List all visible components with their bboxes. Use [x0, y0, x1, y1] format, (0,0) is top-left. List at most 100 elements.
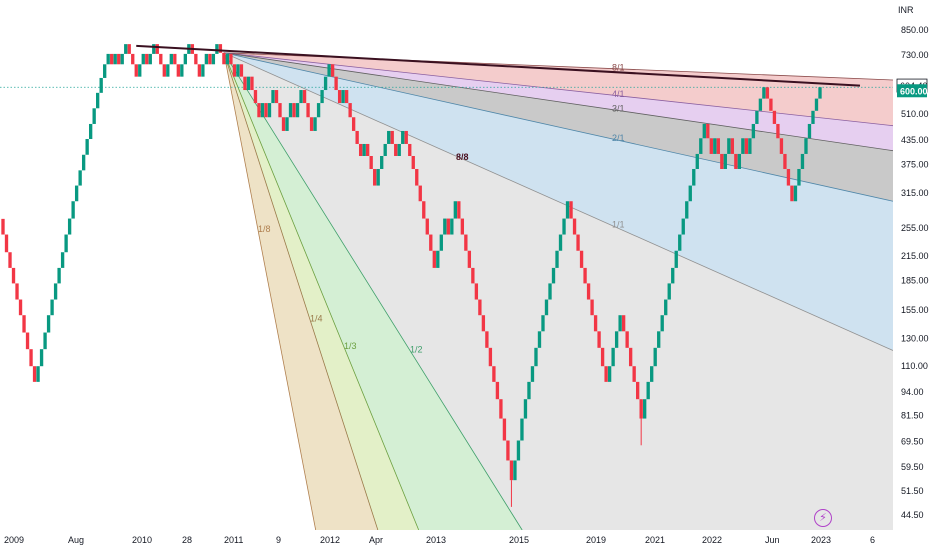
renko-brick — [762, 87, 766, 99]
renko-brick — [667, 283, 671, 300]
renko-brick — [46, 315, 51, 333]
renko-brick — [316, 103, 321, 118]
x-tick-label: 2021 — [645, 535, 665, 545]
currency-label: INR — [898, 5, 914, 15]
renko-brick — [467, 250, 472, 268]
y-tick-label: 375.00 — [901, 160, 929, 170]
resistance-trend-line[interactable] — [136, 44, 861, 87]
y-tick-label: 255.00 — [901, 223, 929, 233]
renko-brick — [751, 123, 756, 139]
x-tick-label: 2013 — [426, 535, 446, 545]
renko-brick — [635, 381, 640, 400]
renko-brick — [373, 168, 377, 186]
renko-brick — [362, 143, 366, 157]
renko-brick — [4, 234, 9, 253]
y-tick-label: 130.00 — [901, 334, 929, 344]
renko-brick — [593, 315, 598, 332]
gann-fan-labels: 8/1 4/1 3/1 2/1 1/1 1/2 1/3 1/4 1/8 — [258, 63, 625, 355]
renko-brick — [323, 76, 328, 91]
renko-brick — [520, 418, 524, 441]
renko-brick — [397, 143, 401, 157]
renko-brick — [716, 138, 720, 154]
renko-brick — [236, 64, 240, 77]
renko-brick — [211, 53, 216, 65]
renko-brick — [148, 53, 152, 65]
renko-brick — [85, 139, 89, 155]
renko-brick — [478, 299, 482, 316]
renko-brick — [793, 185, 798, 202]
renko-brick — [632, 366, 636, 382]
renko-brick — [15, 283, 19, 300]
renko-brick — [446, 218, 450, 235]
renko-brick — [71, 201, 75, 219]
renko-brick — [225, 53, 230, 65]
x-tick-label: Jun — [765, 535, 780, 545]
renko-brick — [309, 117, 314, 131]
renko-brick — [155, 44, 159, 54]
renko-brick — [176, 64, 180, 77]
renko-brick — [253, 90, 258, 104]
gann-fan-label: 8/1 — [612, 63, 625, 73]
x-tick-label: 2009 — [4, 535, 24, 545]
renko-brick — [450, 218, 454, 235]
renko-brick — [818, 87, 822, 99]
renko-brick — [18, 299, 23, 316]
renko-brick — [271, 90, 275, 104]
renko-brick — [380, 156, 384, 169]
gann-fan-ray-3-1 — [223, 52, 894, 152]
renko-brick — [110, 53, 114, 65]
renko-brick — [337, 90, 342, 104]
renko-brick — [471, 267, 475, 284]
renko-brick — [96, 92, 100, 109]
renko-brick — [288, 103, 293, 118]
renko-brick — [422, 201, 426, 219]
renko-brick — [415, 168, 419, 186]
renko-brick — [811, 110, 815, 124]
renko-brick — [555, 250, 559, 268]
renko-brick — [292, 103, 296, 118]
renko-brick — [790, 185, 794, 202]
gann-fan-ray-4-1 — [223, 52, 894, 127]
renko-brick — [250, 76, 254, 91]
renko-brick — [50, 299, 54, 316]
renko-brick — [57, 267, 61, 284]
renko-brick — [534, 347, 538, 367]
gann-fan-ray-1-3 — [223, 52, 420, 531]
renko-brick — [604, 366, 608, 382]
renko-brick — [29, 349, 33, 367]
renko-brick — [734, 153, 738, 169]
renko-brick — [281, 117, 286, 131]
renko-brick — [358, 143, 363, 157]
renko-brick — [257, 103, 261, 118]
renko-brick — [141, 53, 145, 65]
renko-brick — [786, 168, 791, 186]
renko-brick — [348, 103, 352, 118]
renko-brick — [530, 366, 535, 382]
renko-brick — [727, 138, 731, 154]
renko-brick — [600, 347, 605, 367]
renko-brick — [723, 153, 727, 169]
renko-brick — [457, 201, 461, 219]
gann-fan-ray-1-2 — [223, 52, 523, 531]
renko-brick — [748, 138, 752, 154]
renko-brick — [120, 53, 124, 65]
renko-brick — [425, 218, 429, 235]
renko-brick — [776, 123, 780, 139]
renko-brick — [772, 110, 777, 124]
lightning-icon[interactable]: ⚡ — [814, 509, 832, 527]
renko-brick — [124, 44, 128, 54]
x-tick-label: 2012 — [320, 535, 340, 545]
renko-brick — [579, 250, 584, 268]
renko-brick — [692, 168, 696, 186]
gann-fan-label: 1/3 — [344, 341, 357, 351]
renko-brick — [106, 53, 110, 65]
renko-brick — [43, 332, 47, 350]
renko-brick — [586, 283, 591, 300]
renko-brick — [699, 138, 703, 154]
renko-brick — [369, 156, 373, 169]
renko-brick — [78, 170, 82, 186]
renko-brick — [60, 252, 65, 268]
renko-brick — [744, 138, 749, 154]
